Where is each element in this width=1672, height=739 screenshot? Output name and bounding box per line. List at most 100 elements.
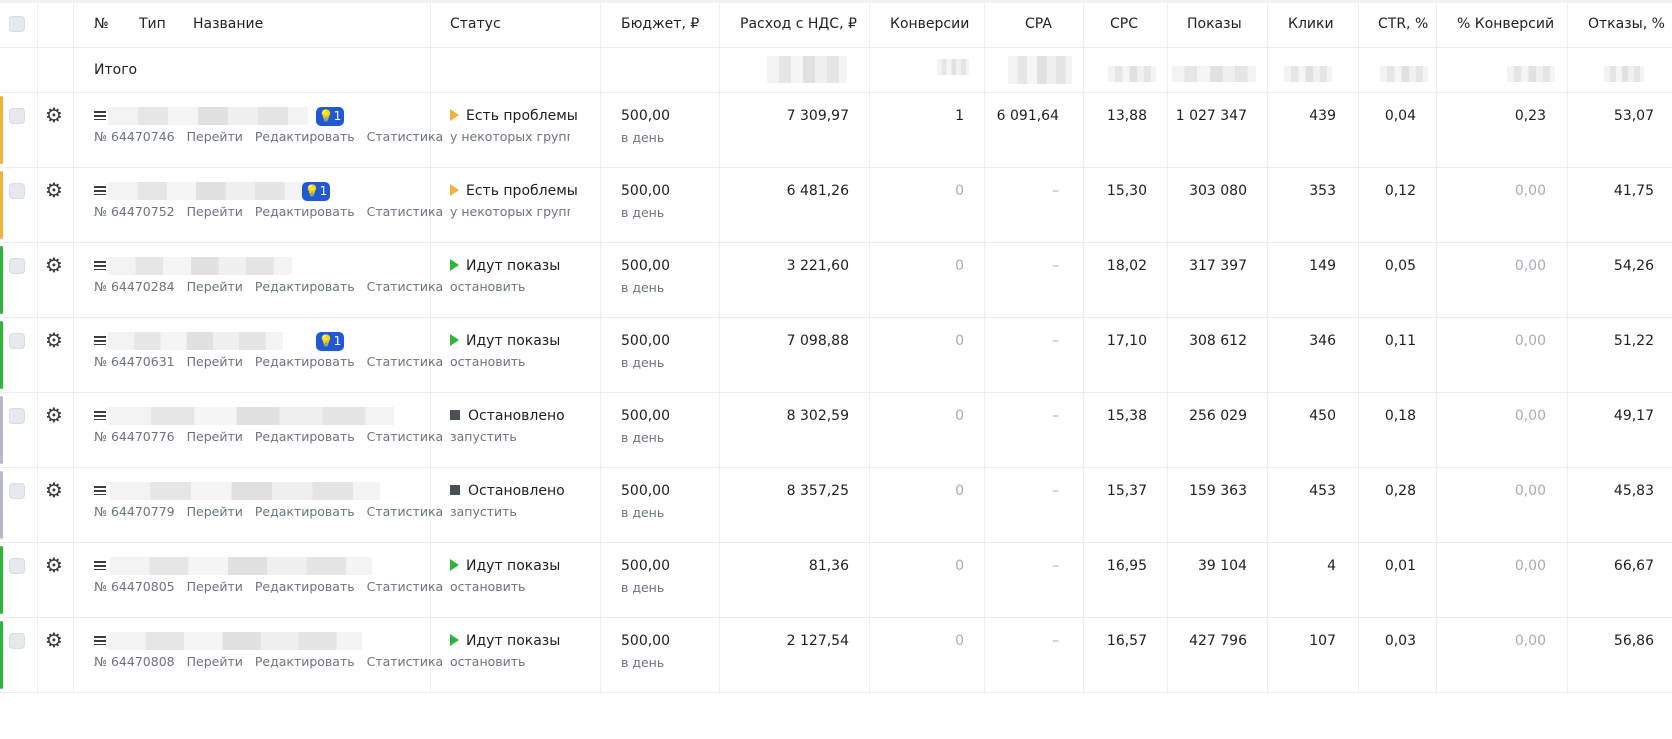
header-cpc[interactable]: CPC [1110,16,1138,32]
budget-value[interactable]: 500,00 [621,408,670,424]
campaign-id: № 64470779 [94,504,175,519]
header-clicks[interactable]: Клики [1288,16,1334,32]
budget-period: в день [621,580,665,595]
status-action[interactable]: остановить [450,354,526,369]
campaign-name-redacted[interactable] [108,107,308,125]
stats-link[interactable]: Статистика [366,354,444,369]
status-action: у некоторых групп е? [450,204,570,221]
campaign-name-redacted[interactable] [110,557,372,575]
edit-link[interactable]: Редактировать [254,579,355,594]
table-row[interactable]: ⚙ 💡1 № 64470752 Перейти Редактировать Статист… [0,168,1672,243]
header-number[interactable]: № [94,16,109,32]
table-row[interactable]: ⚙ № 64470284 Перейти Редактировать Статистик… [0,243,1672,318]
campaign-status: Есть проблемы [450,108,578,124]
go-link[interactable]: Перейти [186,504,243,519]
table-row[interactable]: ⚙ № 64470808 Перейти Редактировать Статистик… [0,618,1672,693]
go-link[interactable]: Перейти [186,654,243,669]
conv-rate-value: 0,00 [1514,333,1546,349]
stats-link[interactable]: Статистика [366,429,444,444]
row-checkbox[interactable] [9,258,25,274]
campaign-name-redacted[interactable] [108,632,362,650]
gear-icon[interactable]: ⚙ [45,253,63,277]
edit-link[interactable]: Редактировать [254,654,355,669]
row-checkbox[interactable] [9,483,25,499]
go-link[interactable]: Перейти [186,429,243,444]
recommendation-badge[interactable]: 💡1 [316,332,344,351]
spend-value: 7 098,88 [786,333,849,349]
budget-value[interactable]: 500,00 [621,258,670,274]
edit-link[interactable]: Редактировать [254,354,355,369]
edit-link[interactable]: Редактировать [254,129,355,144]
status-color-bar [0,546,3,614]
recommendation-badge[interactable]: 💡1 [316,107,344,126]
edit-link[interactable]: Редактировать [254,204,355,219]
stats-link[interactable]: Статистика [366,129,444,144]
gear-icon[interactable]: ⚙ [45,478,63,502]
stats-link[interactable]: Статистика [366,654,444,669]
header-cpa[interactable]: CPA [1025,16,1052,32]
header-impressions[interactable]: Показы [1187,16,1242,32]
budget-value[interactable]: 500,00 [621,333,670,349]
table-row[interactable]: ⚙ № 64470779 Перейти Редактировать Статистик… [0,468,1672,543]
budget-value[interactable]: 500,00 [621,483,670,499]
gear-icon[interactable]: ⚙ [45,628,63,652]
campaign-name-redacted[interactable] [108,257,292,275]
table-row[interactable]: ⚙ № 64470805 Перейти Редактировать Статистик… [0,543,1672,618]
go-link[interactable]: Перейти [186,354,243,369]
table-row[interactable]: ⚙ 💡1 № 64470746 Перейти Редактировать Статист… [0,93,1672,168]
budget-value[interactable]: 500,00 [621,558,670,574]
stats-link[interactable]: Статистика [366,504,444,519]
row-checkbox[interactable] [9,633,25,649]
recommendation-badge[interactable]: 💡1 [302,182,330,201]
go-link[interactable]: Перейти [186,579,243,594]
header-conv-rate[interactable]: % Конверсий [1457,16,1555,32]
go-link[interactable]: Перейти [186,204,243,219]
gear-icon[interactable]: ⚙ [45,178,63,202]
clicks-value: 450 [1309,408,1336,424]
go-link[interactable]: Перейти [186,279,243,294]
header-status[interactable]: Статус [450,16,501,32]
campaign-name-redacted[interactable] [108,407,394,425]
edit-link[interactable]: Редактировать [254,504,355,519]
select-all-checkbox[interactable] [9,16,25,32]
header-spend[interactable]: Расход с НДС, ₽ [740,16,857,32]
row-checkbox[interactable] [9,408,25,424]
table-row[interactable]: ⚙ № 64470776 Перейти Редактировать Статистик… [0,393,1672,468]
header-ctr[interactable]: CTR, % [1378,16,1429,32]
header-type[interactable]: Тип [139,16,166,32]
status-action[interactable]: остановить [450,654,526,669]
status-action[interactable]: запустить [450,504,517,519]
campaign-status: Идут показы [450,558,560,574]
go-link[interactable]: Перейти [186,129,243,144]
campaign-name-redacted[interactable] [110,482,380,500]
table-row[interactable]: ⚙ 💡1 № 64470631 Перейти Редактировать Статист… [0,318,1672,393]
row-checkbox[interactable] [9,558,25,574]
row-checkbox[interactable] [9,183,25,199]
edit-link[interactable]: Редактировать [254,429,355,444]
gear-icon[interactable]: ⚙ [45,103,63,127]
status-action[interactable]: остановить [450,279,526,294]
campaign-type-icon [94,411,106,420]
gear-icon[interactable]: ⚙ [45,328,63,352]
campaign-name-redacted[interactable] [108,182,304,200]
bounces-value: 45,83 [1613,483,1654,499]
gear-icon[interactable]: ⚙ [45,553,63,577]
stats-link[interactable]: Статистика [366,579,444,594]
edit-link[interactable]: Редактировать [254,279,355,294]
gear-icon[interactable]: ⚙ [45,403,63,427]
budget-value[interactable]: 500,00 [621,183,670,199]
campaign-name-redacted[interactable] [108,332,283,350]
status-action[interactable]: запустить [450,429,517,444]
header-bounces[interactable]: Отказы, % [1588,16,1665,32]
header-conversions[interactable]: Конверсии [890,16,970,32]
stats-link[interactable]: Статистика [366,279,444,294]
header-budget[interactable]: Бюджет, ₽ [621,16,700,32]
status-action[interactable]: остановить [450,579,526,594]
budget-value[interactable]: 500,00 [621,108,670,124]
stats-link[interactable]: Статистика [366,204,444,219]
row-checkbox[interactable] [9,108,25,124]
row-checkbox[interactable] [9,333,25,349]
budget-value[interactable]: 500,00 [621,633,670,649]
header-name[interactable]: Название [193,16,264,32]
